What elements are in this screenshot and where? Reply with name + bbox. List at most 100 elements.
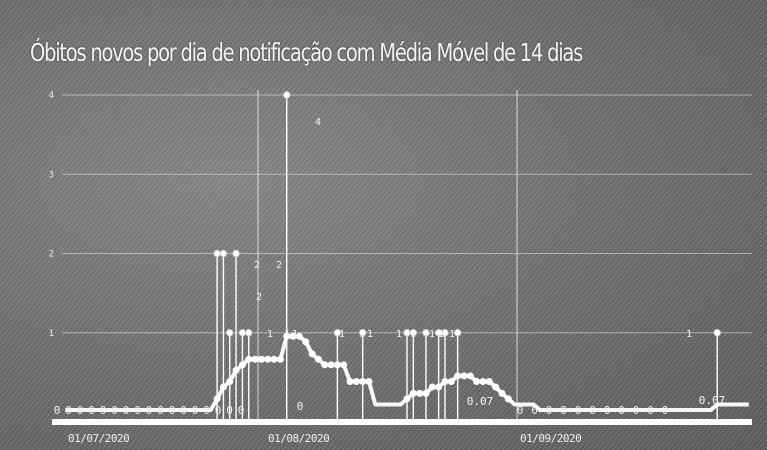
moving-average-point (466, 372, 474, 380)
moving-average-point (302, 338, 310, 346)
value-label: 0 (633, 404, 640, 417)
value-label: 0 (546, 404, 553, 417)
value-label: 0 (297, 400, 304, 413)
value-label: 1 (284, 329, 290, 340)
value-label: 0.07 (699, 394, 726, 407)
value-label: 0 (618, 404, 625, 417)
moving-average-point (409, 389, 417, 397)
moving-average-point (321, 361, 329, 369)
moving-average-point (479, 377, 487, 385)
value-label: 1 (449, 329, 455, 340)
chart-title: Óbitos novos por dia de notificação com … (30, 38, 583, 67)
moving-average-point (485, 377, 493, 385)
bar-point (441, 329, 449, 337)
value-label: 0 (531, 404, 538, 417)
bar-point (238, 329, 247, 337)
value-label: 0 (100, 404, 107, 417)
value-label: 1 (267, 329, 273, 340)
y-tick-label: 3 (49, 170, 54, 180)
moving-average-point (340, 361, 348, 369)
bar-point (333, 329, 342, 337)
value-label: 0 (88, 404, 95, 417)
bar-point (713, 329, 721, 337)
value-label: 0 (123, 404, 130, 417)
moving-average-point (359, 377, 367, 385)
moving-average-point (346, 377, 354, 385)
moving-average-point (245, 355, 253, 363)
moving-average-point (264, 355, 272, 363)
moving-average-point (283, 332, 291, 340)
value-label: 0 (604, 404, 611, 417)
moving-average-point (251, 355, 259, 363)
value-label: 0 (517, 404, 524, 417)
bar-point (232, 249, 240, 258)
bar-point (283, 91, 291, 99)
value-label: 0 (192, 404, 199, 417)
moving-average-point (460, 372, 468, 380)
moving-average-point (403, 395, 411, 403)
y-tick-label: 2 (49, 250, 54, 260)
value-label: 0.07 (467, 395, 494, 408)
value-label: 0 (157, 404, 164, 417)
moving-average-point (314, 355, 322, 363)
bar-point (422, 329, 430, 337)
value-label: 1 (367, 329, 373, 340)
moving-average-point (447, 377, 455, 385)
moving-average-point (435, 383, 443, 391)
moving-average-point (416, 389, 424, 397)
value-label: 0 (146, 404, 153, 417)
value-label: 1 (438, 329, 444, 340)
moving-average-point (213, 395, 221, 403)
value-label: 0 (647, 404, 654, 417)
value-label: 0 (65, 404, 72, 417)
bar-point (219, 249, 228, 258)
moving-average-point (295, 332, 303, 340)
value-label: 0 (54, 404, 61, 417)
moving-average-point (498, 389, 506, 397)
value-label: 4 (315, 117, 321, 128)
moving-average-point (454, 372, 462, 380)
moving-average-point (232, 366, 240, 374)
value-label: 0 (560, 404, 567, 417)
moving-average-point (327, 361, 335, 369)
moving-average-point (226, 377, 234, 385)
value-label: 1 (339, 329, 345, 340)
value-label: 2 (254, 260, 260, 271)
value-label: 1 (686, 329, 692, 340)
x-tick-label: 01/08/2020 (268, 432, 329, 445)
moving-average-point (365, 377, 373, 385)
moving-average-point (473, 377, 481, 385)
moving-average-point (238, 361, 246, 369)
value-label: 0 (77, 404, 84, 417)
moving-average-point (270, 355, 278, 363)
moving-average-point (308, 350, 316, 358)
value-label: 1 (292, 329, 298, 340)
value-label: 0 (226, 404, 233, 417)
moving-average-point (422, 389, 430, 397)
moving-average-point (276, 355, 284, 363)
y-tick-label: 4 (49, 91, 54, 101)
moving-average-point (441, 377, 449, 385)
bar-point (213, 249, 221, 258)
value-label: 0 (169, 404, 176, 417)
y-tick-label: 1 (49, 329, 54, 339)
moving-average-point (289, 332, 297, 340)
bar-point (409, 329, 418, 337)
value-label: 1 (429, 329, 435, 340)
bar-point (245, 329, 253, 337)
value-label: 1 (359, 329, 365, 340)
moving-average-point (428, 383, 436, 391)
value-label: 0 (111, 404, 118, 417)
value-label: 0 (215, 404, 222, 417)
moving-average-point (352, 377, 360, 385)
moving-average-point (492, 383, 500, 391)
value-label: 0 (203, 404, 210, 417)
x-tick-label: 01/09/2020 (520, 432, 581, 445)
moving-average-point (219, 383, 227, 391)
value-label: 0 (575, 404, 582, 417)
value-label: 0 (589, 404, 596, 417)
value-label: 2 (276, 260, 282, 271)
bar-point (226, 329, 234, 337)
